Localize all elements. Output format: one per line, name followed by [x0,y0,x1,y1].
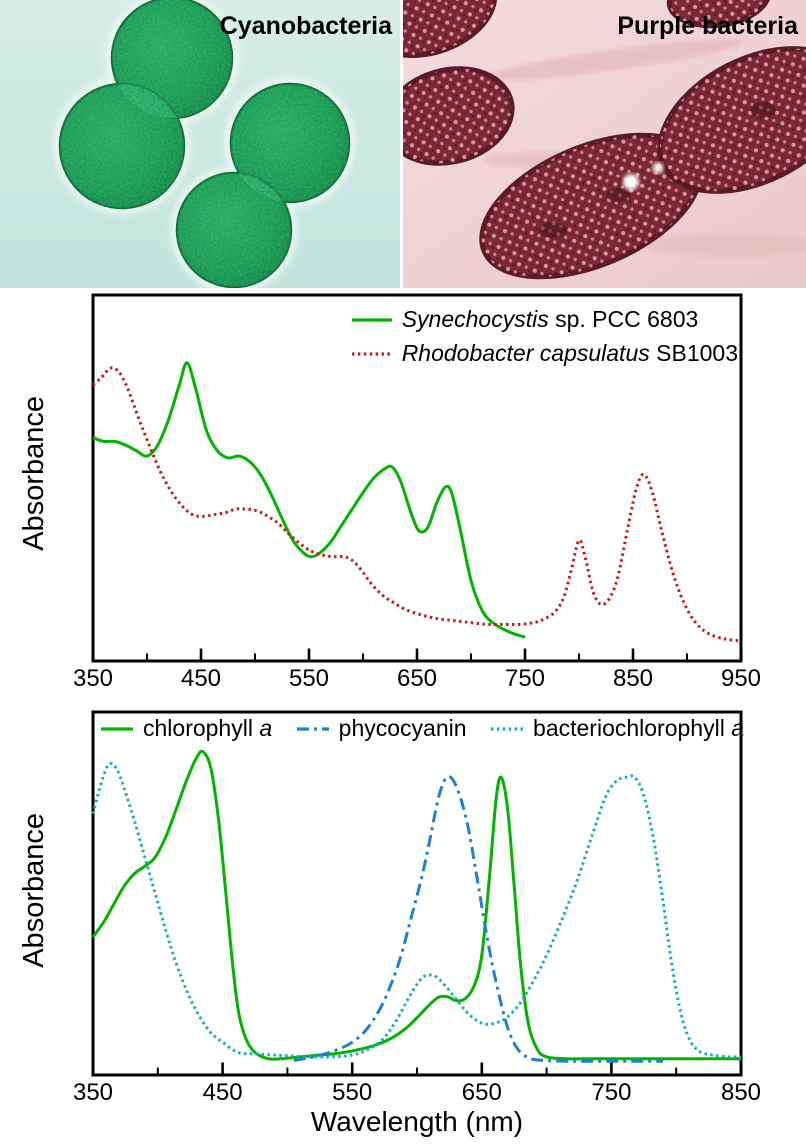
cyanobacteria-label: Cyanobacteria [219,12,392,40]
series-phycocyanin [293,775,664,1063]
y-axis-label: Absorbance [18,396,50,551]
pigments-chart-plot: 350 450 550 650 750 850 [73,710,761,1106]
series-bacteriochlorophyll-a [91,761,742,1059]
legend-line-sample [101,726,133,731]
cell-dark-spot [606,188,630,202]
cell-dark-spot [750,102,776,118]
x-tick-label: 350 [73,1079,113,1106]
cyanobacteria-photo: Cyanobacteria [0,0,400,288]
legend-line-sample [351,317,392,322]
background-smudge [484,39,742,81]
series-rhodobacter-capsulatus-sb1003 [92,366,742,643]
cell-dark-spot [539,222,567,238]
cyanobacterium-cell-pair-bottom-right [171,78,355,288]
background-smudge [648,233,806,257]
cells-chart-plot: 350 450 550 650 750 850 950 [73,293,761,692]
purple-bacterium-cell [666,0,772,29]
legend-label: Synechocystis sp. PCC 6803 [401,306,699,332]
legend-item-bacteriochlorophyll-a: bacteriochlorophyll a [490,715,744,742]
purple-bacterium-cell [403,0,498,58]
cyanobacterium-cell-pair-top-left [54,0,238,214]
x-tick-label: 750 [505,665,545,692]
series-synechocystis-sp-pcc-6803 [92,361,526,639]
x-tick-label: 350 [73,665,113,692]
plot-border [91,710,743,1077]
purple-bacterium-cell-dividing-left [479,132,703,280]
absorbance-spectra-pigments-chart: 350 450 550 650 750 850 Absorbance chlorophyl… [0,700,806,1148]
x-axis-label: Wavelength (nm) [310,1106,524,1137]
legend-item-synechocystis-sp-pcc-6803: Synechocystis sp. PCC 6803 [351,306,699,333]
purple-bacterium-cell [403,66,515,166]
y-axis-label: Absorbance [18,813,50,968]
legend-item-rhodobacter-capsulatus-sb1003: Rhodobacter capsulatus SB1003 [351,340,738,367]
x-tick-label: 850 [721,1079,761,1106]
cell-texture [231,84,349,202]
x-tick-label: 750 [591,1079,631,1106]
legend-label: phycocyanin [338,715,467,741]
legend-line-sample [491,726,524,731]
x-tick-label: 450 [203,1079,243,1106]
x-tick-label: 550 [289,665,329,692]
x-tick-label: 950 [721,665,761,692]
cell-texture [177,173,291,287]
absorbance-spectra-cells-chart: 350 450 550 650 750 850 950 Absorbance Synecho… [0,292,806,696]
x-tick-label: 450 [181,665,221,692]
purple-bacteria-label: Purple bacteria [617,12,798,40]
x-tick-label: 650 [462,1079,502,1106]
legend-line-sample [296,726,329,731]
purple-bacterium-cell-dividing-right [657,46,806,194]
purple-bacteria-photo: Purple bacteria [403,0,806,288]
cells-chart-legend: Synechocystis sp. PCC 6803 Rhodobacter ca… [351,306,738,367]
x-tick-label: 650 [397,665,437,692]
x-tick-label: 550 [332,1079,372,1106]
legend-label: chlorophyll a [143,715,273,741]
legend-label: bacteriochlorophyll a [533,715,744,741]
plot-border [91,293,743,663]
legend-item-phycocyanin: phycocyanin [296,715,467,742]
bright-spot [623,174,639,190]
series-chlorophyll-a [91,749,741,1061]
cyanobacteria-illustration [0,0,400,288]
bright-spot [652,162,664,174]
cell-texture [60,84,184,208]
purple-bacteria-illustration [403,0,806,288]
legend-item-chlorophyll-a: chlorophyll a [100,715,272,742]
legend-line-sample [351,351,392,356]
legend-label: Rhodobacter capsulatus SB1003 [401,340,738,366]
x-tick-label: 850 [613,665,653,692]
pigments-chart-legend: chlorophyll a phycocyanin bacteriochloroph… [100,715,744,742]
